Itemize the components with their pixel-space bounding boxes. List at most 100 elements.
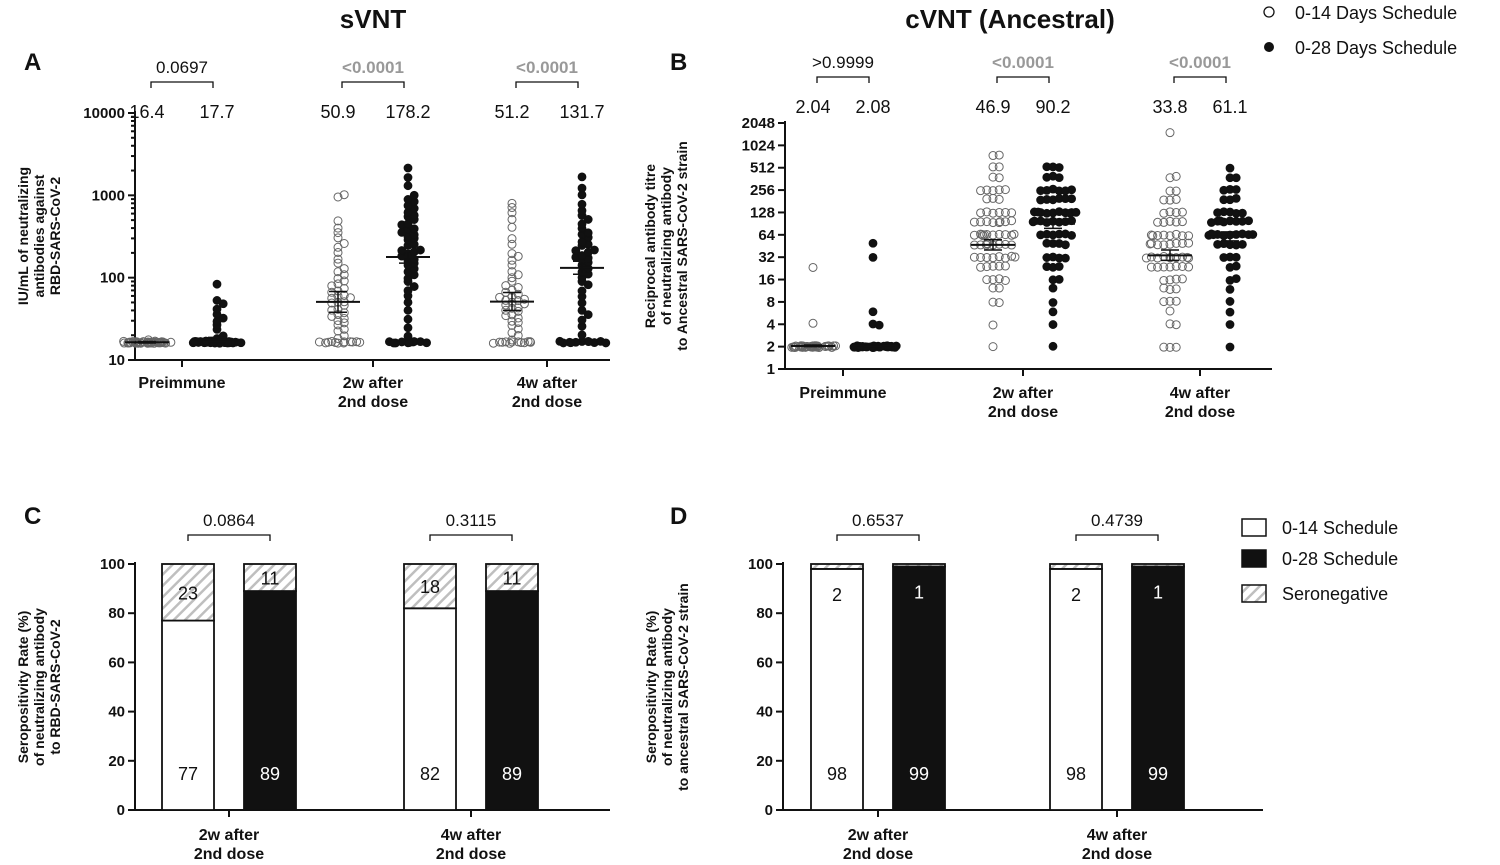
y-tick-label: 60 (756, 654, 773, 671)
bar-positive-label: 99 (1148, 764, 1168, 784)
legend-white-label: 0-14 Schedule (1282, 518, 1398, 538)
data-point-filled (1225, 320, 1235, 329)
y-tick-label: 8 (767, 294, 775, 311)
data-point-filled (1238, 208, 1247, 218)
y-axis-label-line: IU/mL of neutralizing (15, 167, 31, 305)
y-tick-label: 100 (100, 556, 125, 573)
p-value-label: 0.3115 (446, 511, 497, 530)
data-point-open (495, 337, 505, 347)
bar-positive (892, 565, 946, 811)
data-point-open (513, 303, 523, 313)
data-point-filled (590, 245, 599, 255)
data-point-open (1171, 253, 1181, 263)
legend-top: 0-14 Days Schedule 0-28 Days Schedule (1263, 3, 1457, 58)
data-point-open (519, 338, 529, 348)
data-point-filled (868, 307, 878, 317)
bar-seronegative-label: 23 (178, 583, 198, 603)
data-point-filled (1054, 274, 1064, 284)
data-point-filled (422, 338, 432, 348)
data-point-open (982, 262, 992, 272)
comparison-bracket (341, 81, 405, 88)
data-point-open (525, 337, 535, 347)
comparison-bracket (150, 81, 214, 88)
data-point-open (1171, 194, 1181, 204)
data-point-open (513, 330, 523, 340)
panel-d-plot: 0 20 40 60 80 100 Seropositivity Rate (%)of ne… (643, 511, 1263, 863)
category-label-line: 4w after (1087, 827, 1147, 844)
data-point-open (976, 186, 986, 196)
data-point-open (1177, 274, 1187, 284)
y-tick-label: 2048 (742, 115, 775, 132)
data-point-filled (577, 286, 587, 296)
data-point-open (507, 276, 517, 286)
data-point-filled (403, 314, 413, 324)
category-label: 4w after 2nd dose (512, 375, 582, 411)
data-point-filled (403, 331, 413, 341)
data-point-open (1146, 262, 1156, 272)
bar-positive-label: 98 (827, 764, 847, 784)
data-point-open (507, 222, 517, 232)
geometric-mean-label: 46.9 (975, 97, 1010, 117)
data-point-open (988, 151, 998, 161)
data-point-open (988, 162, 998, 172)
data-point-filled (212, 296, 222, 305)
data-point-filled (583, 228, 593, 238)
p-value-label: 0.6537 (852, 511, 904, 530)
data-point-open (1184, 262, 1194, 272)
category-label-line: 4w after (517, 375, 577, 392)
data-point-open (1184, 231, 1194, 241)
data-point-open (982, 185, 992, 195)
bar-positive-label: 89 (260, 764, 280, 784)
bar-positive-label: 99 (909, 764, 929, 784)
data-point-filled (1042, 172, 1052, 182)
panel-c-plot: 0 20 40 60 80 100 Seropositivity Rate (%)of ne… (15, 511, 610, 863)
data-point-open (327, 281, 337, 291)
data-point-open (994, 252, 1004, 262)
data-point-open (1010, 252, 1020, 262)
data-point-open (507, 234, 517, 244)
data-point-open (1148, 231, 1158, 241)
data-point-filled (577, 315, 587, 325)
data-point-open (988, 253, 998, 263)
data-point-filled (1067, 185, 1076, 195)
data-point-filled (1231, 185, 1241, 194)
data-point-open (507, 203, 517, 213)
data-point-filled (212, 279, 222, 289)
data-point-filled (403, 195, 413, 204)
data-point-open (1165, 275, 1175, 285)
data-point-filled (1054, 262, 1064, 271)
bar-positive-label: 77 (178, 764, 198, 784)
data-point-filled (577, 219, 587, 229)
comparison-bracket (515, 81, 579, 88)
data-point-open (1171, 171, 1181, 181)
geometric-mean-label: 61.1 (1212, 97, 1247, 117)
data-point-open (1159, 262, 1169, 272)
y-tick-label: 10000 (83, 105, 125, 122)
data-point-open (501, 337, 511, 347)
data-point-open (1165, 195, 1175, 205)
data-point-open (1159, 208, 1169, 218)
category-label-line: 2nd dose (988, 404, 1058, 421)
data-point-filled (874, 320, 884, 330)
data-point-open (976, 252, 986, 262)
legend-black-swatch (1241, 549, 1267, 568)
data-point-open (1177, 231, 1187, 241)
data-point-open (1177, 207, 1187, 217)
data-point-open (1007, 208, 1017, 218)
data-point-filled (1054, 163, 1064, 172)
data-point-open (333, 254, 343, 264)
data-point-open (1171, 217, 1181, 227)
y-axis-label: Reciprocal antibody titreof neutralizing… (642, 141, 690, 351)
data-point-filled (868, 252, 878, 262)
data-point-open (982, 217, 992, 227)
data-point-open (1159, 217, 1169, 227)
data-point-filled (577, 183, 587, 193)
p-value-label: 0.4739 (1091, 511, 1143, 530)
y-tick-label: 512 (750, 160, 775, 177)
category-label: Preimmune (799, 385, 886, 402)
data-point-open (988, 275, 998, 285)
y-tick-label: 0 (765, 802, 773, 819)
data-point-open (1182, 252, 1192, 262)
data-point-open (1153, 253, 1163, 263)
